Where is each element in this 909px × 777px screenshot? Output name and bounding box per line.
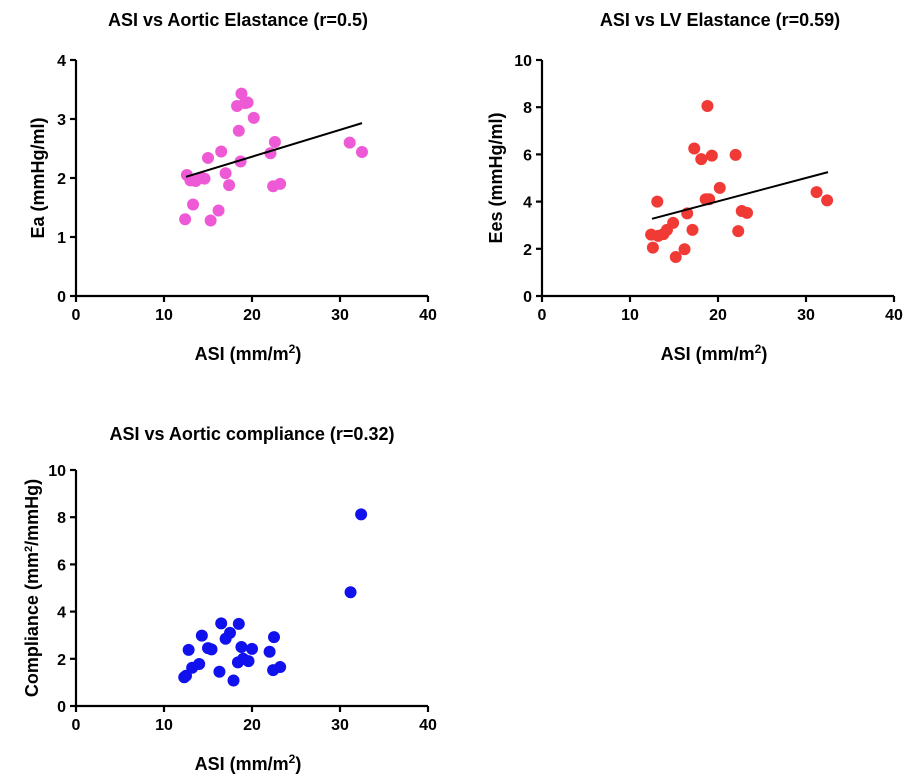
data-point [215, 617, 227, 629]
y-tick-label: 0 [57, 699, 66, 716]
x-tick-label: 10 [621, 307, 639, 324]
chart-title: ASI vs Aortic Elastance (r=0.5) [108, 10, 368, 30]
data-point [206, 643, 218, 655]
x-tick-label: 40 [419, 717, 437, 734]
data-point [651, 196, 663, 208]
x-tick-label: 0 [72, 717, 81, 734]
data-point [187, 199, 199, 211]
data-point [345, 586, 357, 598]
x-tick-label: 0 [72, 307, 81, 324]
data-point [701, 100, 713, 112]
data-point [267, 180, 279, 192]
data-point [213, 204, 225, 216]
y-tick-label: 1 [57, 230, 66, 247]
data-point [215, 145, 227, 157]
data-point [213, 666, 225, 678]
data-point [248, 112, 260, 124]
y-tick-label: 8 [57, 510, 66, 527]
data-point [356, 146, 368, 158]
x-axis-label: ASI (mm/m2) [195, 342, 302, 364]
chart-panel-2: ASI vs LV Elastance (r=0.59) 0 10 20 30 40 0 2 4… [486, 10, 903, 364]
data-point [228, 675, 240, 687]
y-tick-label: 4 [57, 605, 66, 622]
y-tick-label: 0 [57, 289, 66, 306]
data-point [695, 153, 707, 165]
data-point [730, 149, 742, 161]
data-point [183, 644, 195, 656]
data-point [821, 194, 833, 206]
data-point [732, 225, 744, 237]
y-axis-label: Compliance (mm2/mmHg) [22, 479, 42, 697]
data-point [242, 655, 254, 667]
data-point [267, 664, 279, 676]
data-point [264, 646, 276, 658]
y-tick-label: 4 [523, 195, 532, 212]
data-point [220, 633, 232, 645]
x-tick-label: 30 [331, 717, 349, 734]
data-point [198, 173, 210, 185]
y-tick-label: 10 [48, 463, 66, 480]
x-tick-label: 20 [243, 307, 261, 324]
data-point [714, 182, 726, 194]
data-point [179, 213, 191, 225]
chart-panel-3: ASI vs Aortic compliance (r=0.32)0 10 20 30… [22, 424, 437, 774]
y-tick-label: 2 [57, 171, 66, 188]
regression-line [186, 123, 362, 177]
data-point [242, 96, 254, 108]
chart-title: ASI vs LV Elastance (r=0.59) [600, 10, 840, 30]
data-point [205, 214, 217, 226]
data-point [246, 643, 258, 655]
data-point [344, 137, 356, 149]
data-point [223, 179, 235, 191]
x-tick-label: 10 [155, 717, 173, 734]
data-point [670, 251, 682, 263]
chart-title: ASI vs Aortic compliance (r=0.32) [110, 424, 395, 444]
x-tick-label: 20 [709, 307, 727, 324]
y-tick-label: 10 [514, 53, 532, 70]
data-point [686, 224, 698, 236]
data-point [178, 671, 190, 683]
y-axis-label: Ees (mmHg/ml) [486, 112, 506, 243]
x-tick-label: 30 [331, 307, 349, 324]
x-tick-label: 40 [419, 307, 437, 324]
x-tick-label: 40 [885, 307, 903, 324]
x-tick-label: 30 [797, 307, 815, 324]
data-point [233, 618, 245, 630]
data-point [196, 630, 208, 642]
y-axis-label: Ea (mmHg/ml) [28, 117, 48, 238]
y-tick-label: 0 [523, 289, 532, 306]
data-point [647, 242, 659, 254]
x-axis-label: ASI (mm/m2) [195, 752, 302, 774]
chart-panel-1: ASI vs Aortic Elastance (r=0.5)0 10 20 30 40… [28, 10, 437, 364]
data-point [232, 656, 244, 668]
y-tick-label: 4 [57, 53, 66, 70]
y-tick-label: 6 [523, 147, 532, 164]
data-point [269, 136, 281, 148]
data-point [706, 150, 718, 162]
data-point [268, 631, 280, 643]
data-point [235, 641, 247, 653]
data-point [355, 508, 367, 520]
data-point [233, 125, 245, 137]
data-point [811, 186, 823, 198]
data-point [202, 152, 214, 164]
y-tick-label: 2 [57, 652, 66, 669]
x-axis-label: ASI (mm/m2) [661, 342, 768, 364]
data-point [741, 207, 753, 219]
x-tick-label: 10 [155, 307, 173, 324]
data-point [220, 167, 232, 179]
data-point [661, 224, 673, 236]
y-tick-label: 3 [57, 112, 66, 129]
x-tick-label: 0 [538, 307, 547, 324]
y-tick-label: 6 [57, 557, 66, 574]
x-tick-label: 20 [243, 717, 261, 734]
y-tick-label: 2 [523, 242, 532, 259]
data-point [231, 100, 243, 112]
y-tick-label: 8 [523, 100, 532, 117]
data-point [688, 143, 700, 155]
